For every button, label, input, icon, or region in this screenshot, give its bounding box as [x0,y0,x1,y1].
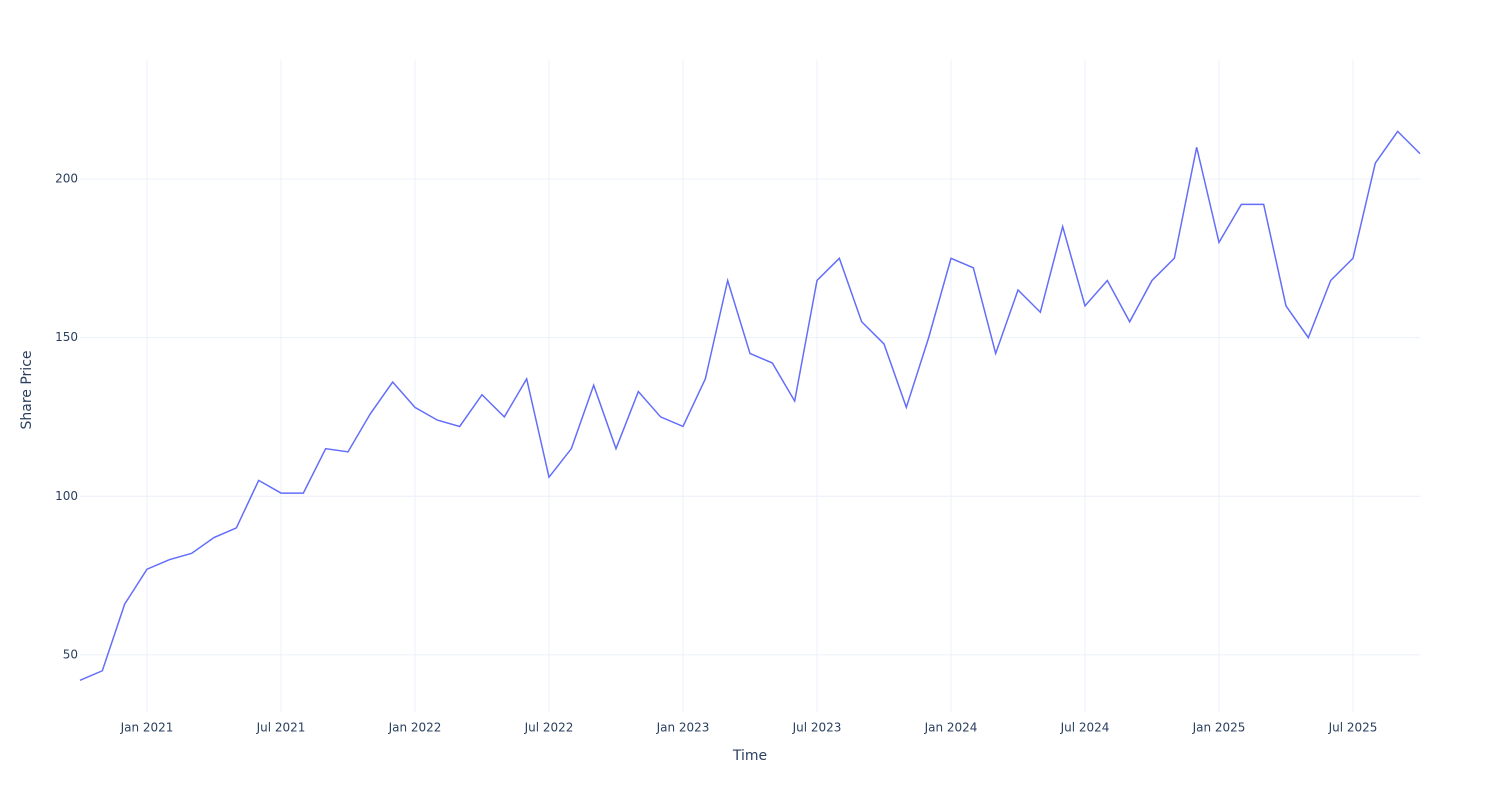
x-tick-label: Jan 2025 [1192,721,1246,735]
y-tick-label: 50 [63,647,78,661]
x-tick-label: Jan 2023 [656,721,710,735]
x-tick-label: Jul 2024 [1060,721,1110,735]
y-tick-label: 200 [55,171,78,185]
x-axis-title: Time [732,748,767,764]
x-tick-label: Jul 2022 [524,721,574,735]
x-tick-label: Jul 2023 [792,721,842,735]
x-tick-label: Jul 2025 [1328,721,1378,735]
x-tick-label: Jan 2022 [388,721,442,735]
y-tick-label: 150 [55,330,78,344]
x-tick-label: Jan 2024 [924,721,978,735]
y-axis-title: Share Price [19,350,35,429]
x-tick-label: Jan 2021 [120,721,174,735]
price-line [79,130,1421,681]
x-tick-label: Jul 2021 [256,721,306,735]
y-tick-label: 100 [55,489,78,503]
